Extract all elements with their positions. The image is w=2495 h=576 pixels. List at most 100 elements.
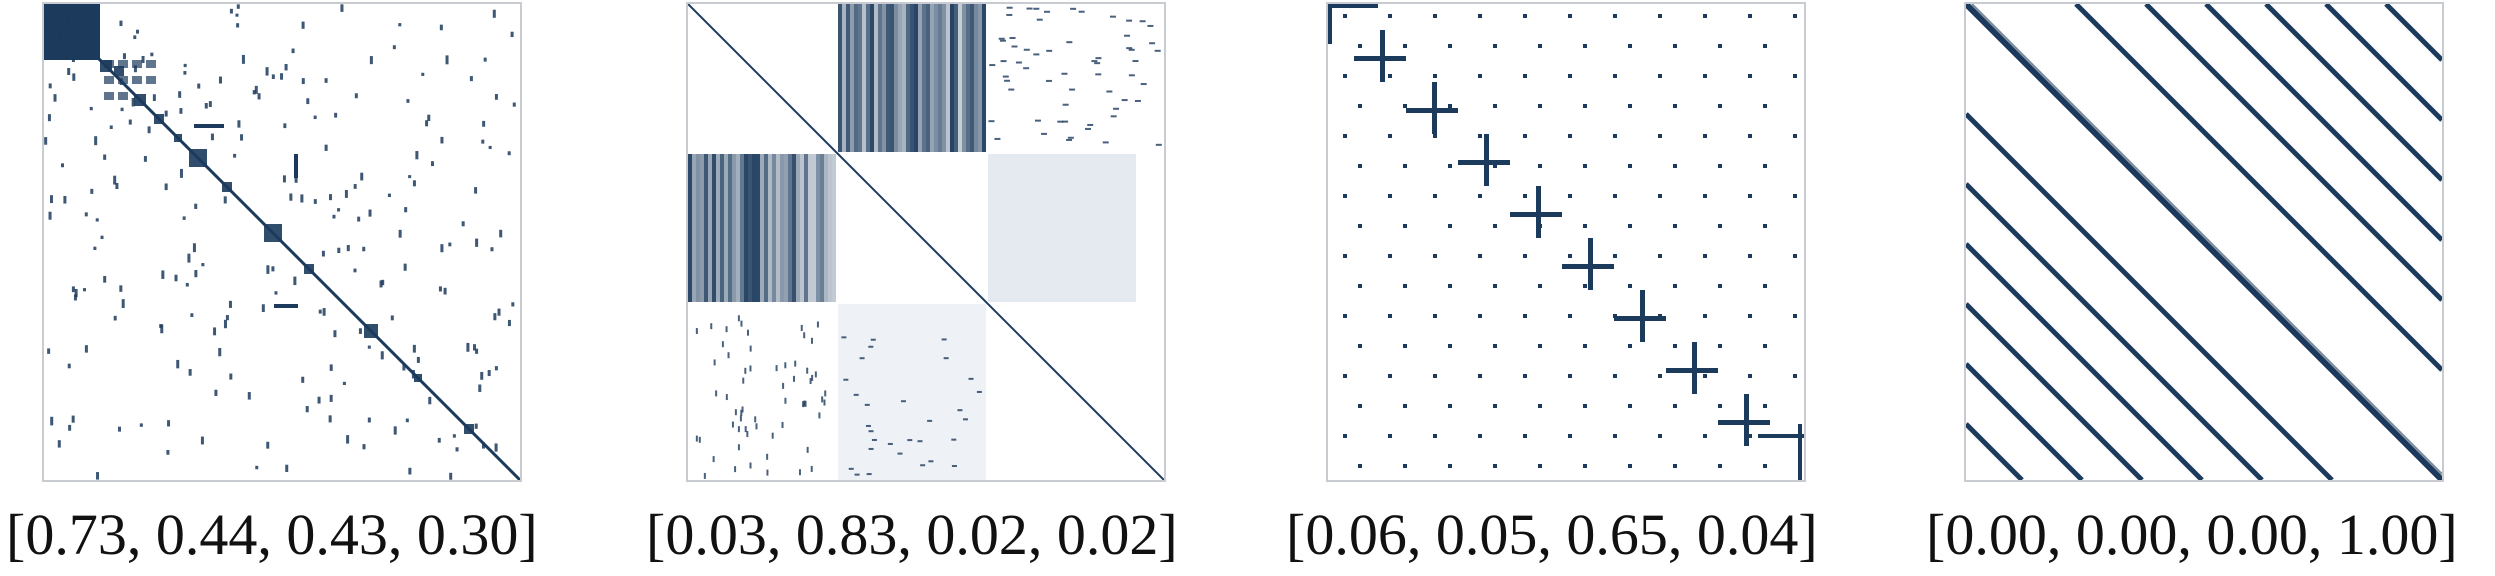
block-column <box>894 4 898 152</box>
sparse-dash <box>941 338 947 341</box>
sparse-dash <box>870 338 876 341</box>
sparse-dash <box>800 324 803 331</box>
small-block <box>132 76 142 84</box>
sparse-dot <box>466 342 470 352</box>
block-column <box>910 4 914 152</box>
sparse-dot <box>390 315 394 321</box>
sparse-dot <box>120 107 124 112</box>
sparse-dash <box>1041 132 1048 135</box>
small-block <box>146 60 156 68</box>
grid-dot <box>1583 104 1587 108</box>
grid-dot <box>1448 104 1452 108</box>
sparse-dot <box>53 94 57 102</box>
sparse-dash <box>927 419 933 422</box>
sparse-dash <box>1087 123 1094 126</box>
sparse-dot <box>252 90 256 95</box>
grid-dot <box>1703 374 1707 378</box>
grid-dot <box>1448 284 1452 288</box>
sparse-dot <box>208 101 212 107</box>
sparse-dot <box>445 55 449 65</box>
block-column <box>946 4 950 152</box>
sparse-dot <box>332 214 336 219</box>
band-diagonal <box>2074 4 2442 372</box>
sparse-dash <box>737 426 740 433</box>
sparse-dash <box>725 326 728 333</box>
sparse-dot <box>71 286 75 293</box>
sparse-dash <box>1066 41 1073 44</box>
sparse-dash <box>737 315 740 322</box>
sparse-dash <box>1023 48 1030 51</box>
sparse-dot <box>58 32 62 36</box>
grid-dot <box>1433 194 1437 198</box>
grid-dot <box>1478 314 1482 318</box>
sparse-dash <box>859 357 865 360</box>
grid-dot <box>1658 254 1662 258</box>
block-column <box>906 4 910 152</box>
sparse-dot <box>301 21 305 29</box>
sparse-dash <box>1061 72 1068 75</box>
sparse-dot <box>358 328 362 334</box>
matrix-panel-3: [0.06, 0.05, 0.65, 0.04] <box>1286 0 1900 576</box>
sparse-dash <box>1046 49 1053 52</box>
grid-dot <box>1628 344 1632 348</box>
sparse-dot <box>369 56 373 65</box>
sparse-dot <box>241 54 245 64</box>
sparse-dash <box>1033 7 1040 10</box>
grid-dot <box>1448 164 1452 168</box>
sparse-dash <box>794 360 797 367</box>
sparse-dash <box>1102 141 1109 144</box>
sparse-dot <box>412 344 416 353</box>
sparse-dot <box>340 4 344 12</box>
sparse-dash <box>1066 138 1073 141</box>
sparse-dot <box>164 183 168 191</box>
sparse-dot <box>200 436 204 445</box>
sparse-dash <box>1128 74 1135 77</box>
sparse-dot <box>254 85 258 94</box>
grid-dot <box>1568 134 1572 138</box>
cross-arm <box>1692 342 1697 394</box>
sparse-dot <box>494 443 498 452</box>
sparse-dash <box>823 399 826 406</box>
block-column <box>858 4 862 152</box>
sparse-dash <box>737 444 740 451</box>
grid-dot <box>1763 44 1767 48</box>
matrix-caption-4: [0.00, 0.00, 0.00, 1.00] <box>1926 502 2458 567</box>
sparse-dot <box>362 444 366 450</box>
matrix-frame-2 <box>686 2 1166 482</box>
grid-dot <box>1613 194 1617 198</box>
sparse-dot <box>179 168 183 178</box>
grid-dot <box>1793 314 1797 318</box>
sparse-dash <box>703 472 706 479</box>
sparse-dash <box>1002 75 1009 78</box>
sparse-dot <box>321 250 325 257</box>
sparse-dash <box>1069 88 1076 91</box>
sparse-dot <box>461 221 465 227</box>
block-column <box>922 4 926 152</box>
sparse-dot <box>353 184 357 189</box>
secondary-diagonal <box>1971 4 2442 475</box>
sparse-dot <box>494 366 498 371</box>
small-block <box>104 92 114 100</box>
sparse-dot <box>294 175 298 183</box>
sparse-dot <box>511 302 515 307</box>
sparse-dot <box>223 319 227 329</box>
diagonal-block <box>464 424 474 434</box>
sparse-dash <box>710 323 713 330</box>
sparse-dot <box>122 53 126 60</box>
sparse-dash <box>1045 79 1052 82</box>
sparse-dash <box>994 137 1001 140</box>
sparse-dot <box>475 238 479 247</box>
sparse-dot <box>201 263 205 267</box>
sparse-dot <box>93 246 97 250</box>
grid-dot <box>1628 404 1632 408</box>
sparse-dot <box>301 376 305 383</box>
sparse-dash <box>998 37 1005 40</box>
sparse-dot <box>229 373 233 380</box>
grid-dot <box>1358 104 1362 108</box>
block-column <box>898 4 902 152</box>
grid-dot <box>1718 224 1722 228</box>
sparse-dot <box>289 193 293 201</box>
sparse-dot <box>73 294 77 301</box>
block-column <box>832 154 836 302</box>
sparse-dot <box>507 151 511 156</box>
